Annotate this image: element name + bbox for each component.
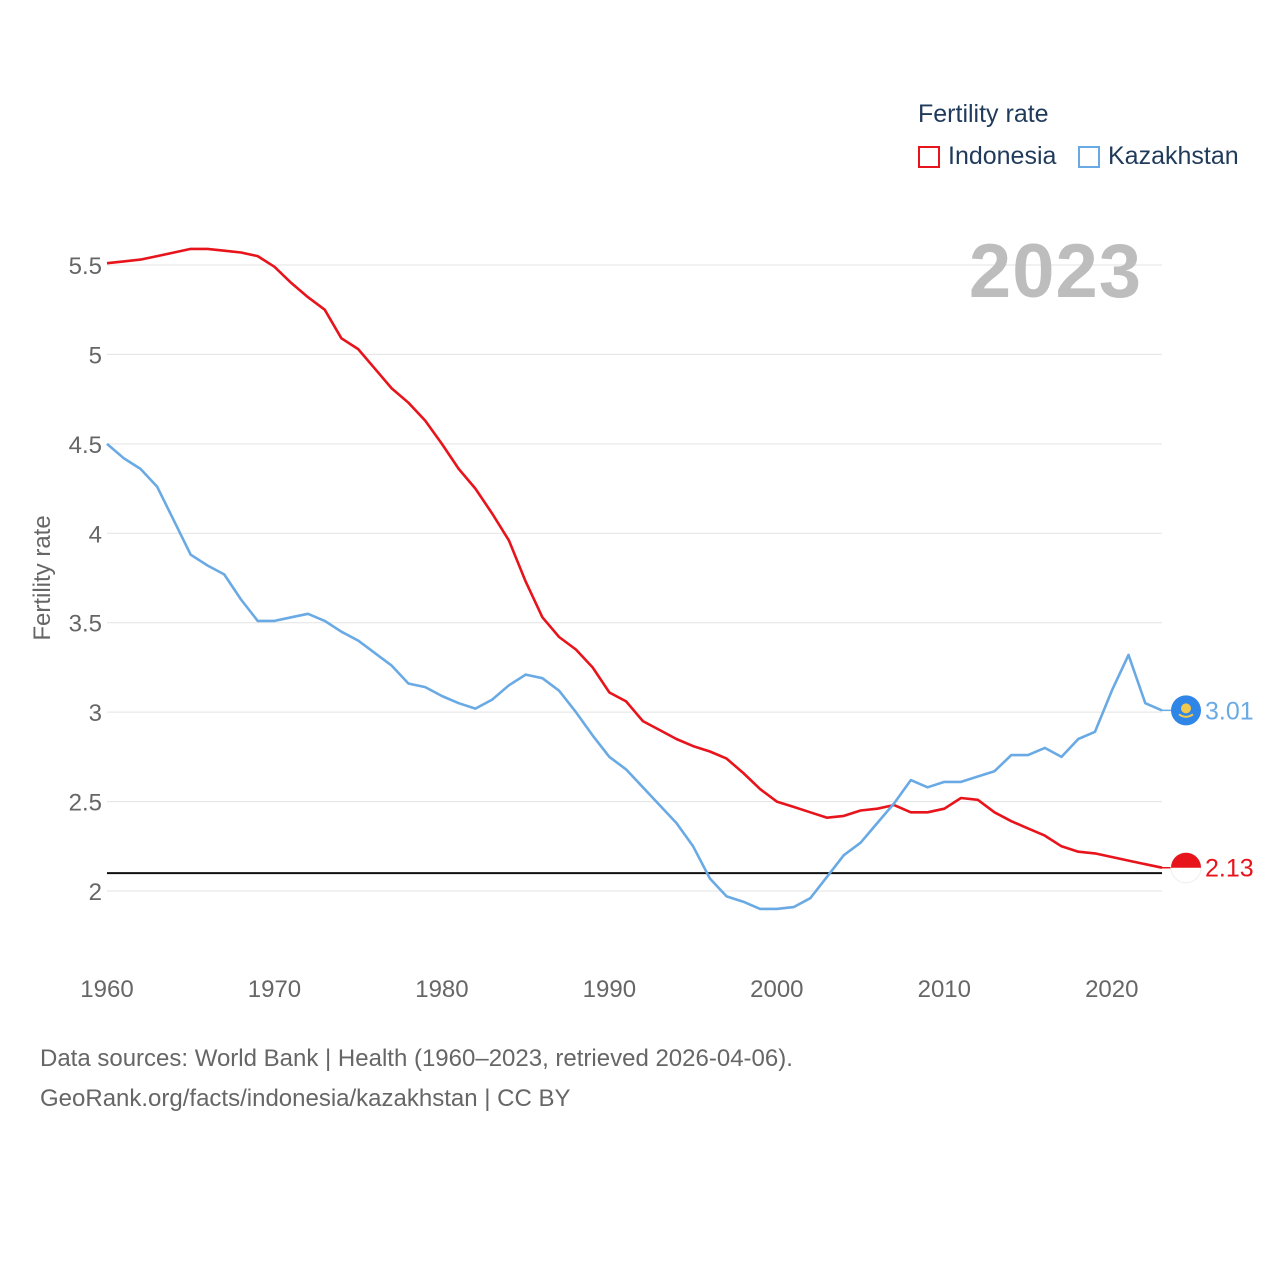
- flag-kazakhstan-eagle-icon: [1178, 713, 1194, 718]
- x-tick-label: 2020: [1085, 976, 1138, 1003]
- legend-swatch-kazakhstan: [1078, 145, 1100, 168]
- end-value-label-indonesia: 2.13: [1205, 855, 1254, 883]
- y-tick-label: 2: [89, 879, 102, 906]
- y-tick-label: 2.5: [69, 790, 102, 817]
- x-tick-label: 1960: [80, 976, 133, 1003]
- end-value-label-kazakhstan: 3.01: [1205, 697, 1254, 725]
- x-tick-label: 2000: [750, 976, 803, 1003]
- y-tick-label: 4.5: [69, 432, 102, 459]
- legend-label-kazakhstan: Kazakhstan: [1108, 142, 1239, 170]
- legend-item-kazakhstan[interactable]: Kazakhstan: [1078, 142, 1239, 171]
- y-tick-label: 3.5: [69, 611, 102, 638]
- footer-sources: Data sources: World Bank | Health (1960–…: [40, 1045, 793, 1072]
- legend-label-indonesia: Indonesia: [948, 142, 1057, 170]
- flag-kazakhstan-sun-icon: [1181, 703, 1191, 714]
- current-year-watermark: 2023: [968, 229, 1142, 314]
- x-tick-label: 2010: [918, 976, 971, 1003]
- footer-credit: GeoRank.org/facts/indonesia/kazakhstan |…: [40, 1085, 571, 1112]
- x-tick-label: 1990: [583, 976, 636, 1003]
- x-tick-label: 1970: [248, 976, 301, 1003]
- y-tick-label: 3: [89, 700, 102, 727]
- legend-title: Fertility rate: [918, 100, 1049, 128]
- series-line-indonesia: [106, 247, 1163, 869]
- y-tick-label: 5.5: [69, 253, 102, 280]
- x-tick-label: 1980: [415, 976, 468, 1003]
- legend-swatch-indonesia: [918, 145, 940, 168]
- legend-item-indonesia[interactable]: Indonesia: [918, 142, 1056, 171]
- y-axis-label: Fertility rate: [29, 515, 56, 640]
- flag-indonesia-top-icon: [1171, 852, 1201, 868]
- y-tick-label: 5: [89, 342, 102, 369]
- y-tick-label: 4: [89, 521, 102, 548]
- series-line-kazakhstan: [106, 442, 1163, 911]
